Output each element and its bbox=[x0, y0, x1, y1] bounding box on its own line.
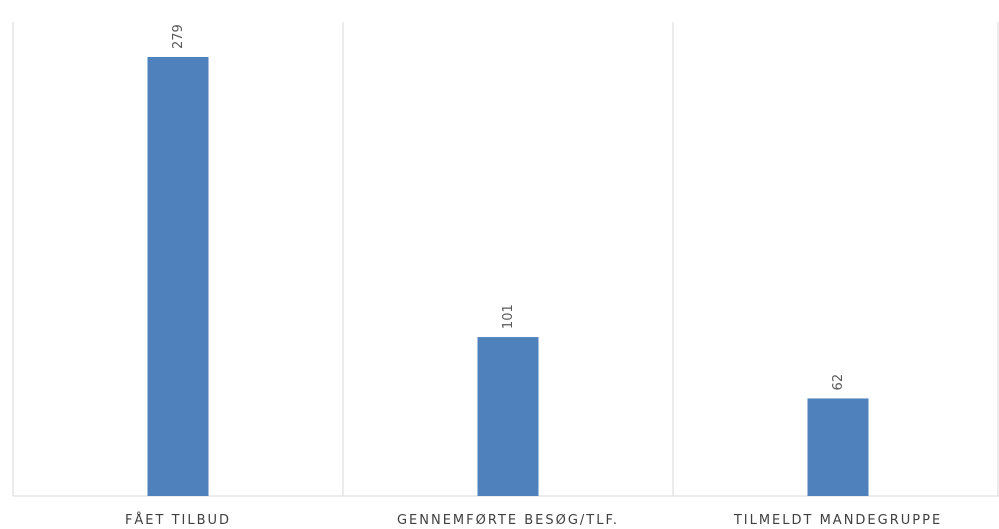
category-label: GENNEMFØRTE BESØG/TLF. bbox=[397, 513, 619, 528]
bar[interactable] bbox=[807, 398, 869, 496]
bar[interactable] bbox=[477, 337, 539, 496]
category-label: TILMELDT MANDEGRUPPE bbox=[733, 513, 942, 528]
bars-layer bbox=[147, 57, 869, 496]
data-labels-layer: 279 101 62 bbox=[171, 24, 846, 390]
bar[interactable] bbox=[147, 57, 209, 496]
data-label: 101 bbox=[501, 304, 516, 329]
category-label: FÅET TILBUD bbox=[125, 512, 231, 528]
data-label: 279 bbox=[171, 24, 186, 49]
data-label: 62 bbox=[831, 374, 846, 391]
category-labels-layer: FÅET TILBUD GENNEMFØRTE BESØG/TLF. TILMELD… bbox=[125, 512, 942, 528]
